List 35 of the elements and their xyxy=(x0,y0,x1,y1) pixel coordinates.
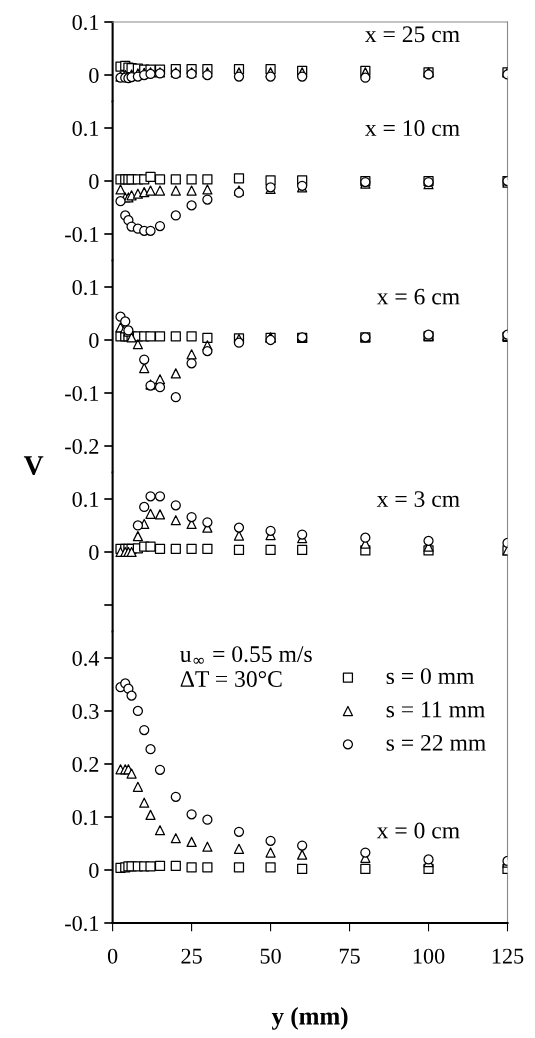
x-tick-label: 125 xyxy=(492,948,524,964)
y-tick-label: 0 xyxy=(89,862,99,878)
annotation: x = 6 cm xyxy=(376,288,460,305)
x-tick-label: 0 xyxy=(107,948,118,964)
y-tick-label: 0.1 xyxy=(72,120,99,137)
y-tick-label: 0.1 xyxy=(72,14,99,31)
x-tick-label: 25 xyxy=(181,948,202,964)
annotation: x = 0 cm xyxy=(376,822,460,839)
y-tick-label: 0.1 xyxy=(72,809,99,826)
legend-label: s = 11 mm xyxy=(386,701,485,718)
annotation: ΔT = 30°C xyxy=(180,671,282,687)
annotation: x = 3 cm xyxy=(376,491,460,508)
y-tick-label: 0.3 xyxy=(72,703,99,720)
legend-label: s = 22 mm xyxy=(386,734,486,751)
legend-label: s = 0 mm xyxy=(386,668,475,685)
annotation: u$_{∞}$ = 0.55 m/s xyxy=(180,646,312,664)
y-tick-label: 0.1 xyxy=(72,491,99,508)
y-tick-label: -0.1 xyxy=(65,385,99,402)
x-tick-label: 50 xyxy=(260,948,281,964)
x-axis-title: y (mm) xyxy=(271,1007,348,1030)
y-tick-label: 0 xyxy=(89,332,99,348)
y-axis-title: V xyxy=(23,456,44,475)
y-tick-label: -0.1 xyxy=(65,915,99,932)
x-tick-label: 75 xyxy=(339,948,360,964)
y-tick-label: 0 xyxy=(89,67,99,83)
y-tick-label: 0 xyxy=(89,544,99,560)
annotation: x = 10 cm xyxy=(365,120,460,137)
y-tick-label: 0 xyxy=(89,173,99,189)
y-tick-label: 0.4 xyxy=(72,650,100,667)
x-tick-label: 100 xyxy=(413,948,445,964)
y-tick-label: 0.1 xyxy=(72,279,99,296)
y-tick-label: -0.1 xyxy=(65,226,99,243)
y-tick-label: 0.2 xyxy=(72,756,99,773)
annotation: x = 25 cm xyxy=(365,26,460,43)
y-tick-label: -0.2 xyxy=(65,438,99,455)
